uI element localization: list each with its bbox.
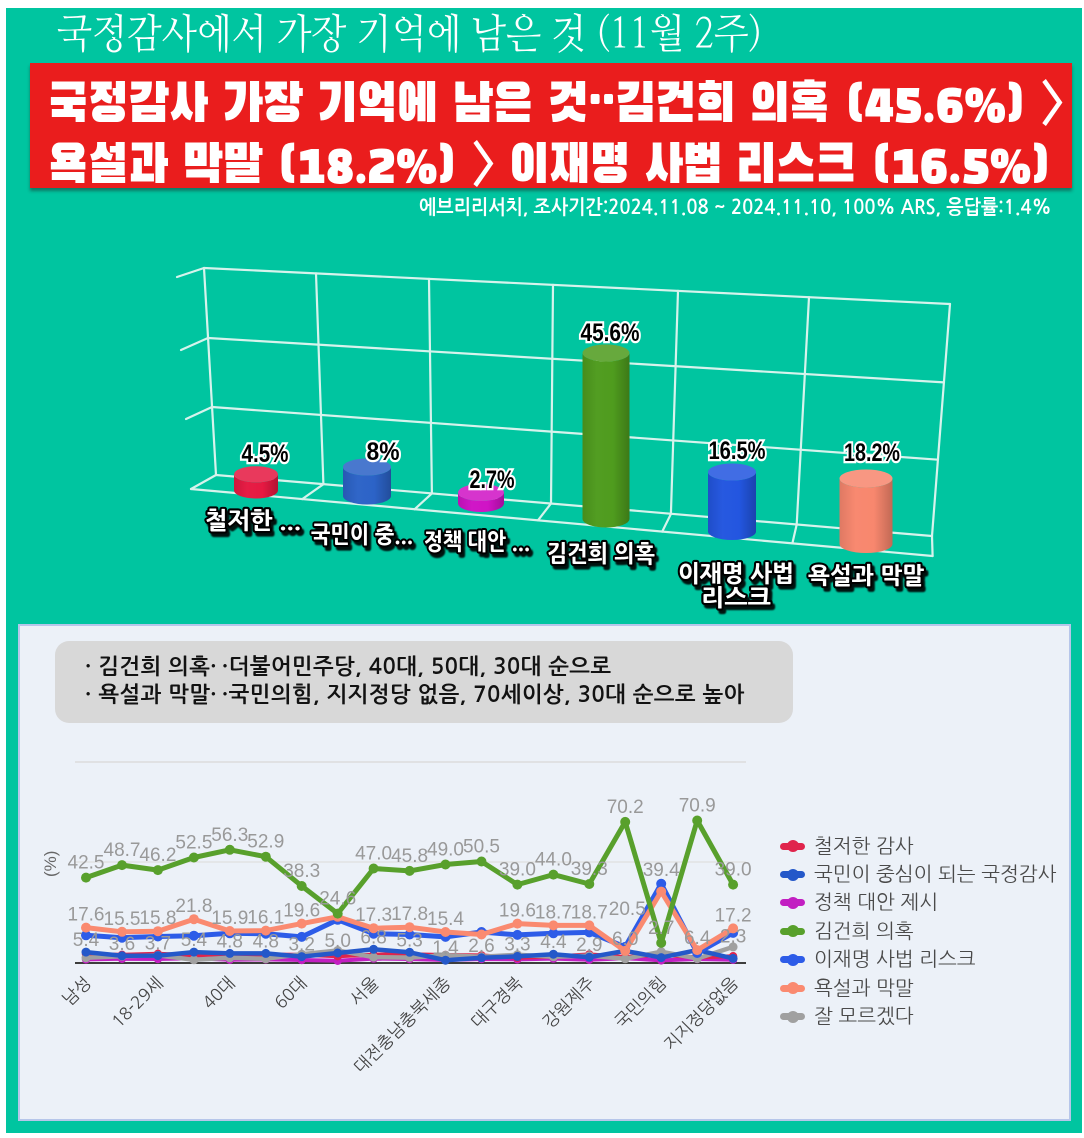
svg-text:21.8: 21.8 [175, 896, 212, 917]
svg-text:3.7: 3.7 [145, 934, 171, 955]
svg-text:20.5: 20.5 [609, 899, 646, 920]
svg-text:5.3: 5.3 [396, 930, 422, 951]
svg-text:19.6: 19.6 [283, 901, 320, 922]
svg-text:39.0: 39.0 [499, 860, 536, 881]
svg-text:39.4: 39.4 [643, 860, 680, 881]
svg-text:4.5%: 4.5% [242, 440, 289, 468]
svg-text:52.5: 52.5 [175, 833, 212, 854]
svg-text:3.2: 3.2 [288, 935, 314, 956]
svg-text:70.9: 70.9 [679, 796, 716, 817]
svg-text:2.7%: 2.7% [470, 466, 515, 494]
svg-text:대구경북: 대구경북 [468, 973, 526, 1031]
svg-text:52.9: 52.9 [247, 832, 284, 853]
svg-text:18.7: 18.7 [571, 902, 608, 923]
svg-text:15.4: 15.4 [427, 909, 464, 930]
svg-text:2.6: 2.6 [468, 936, 494, 957]
svg-text:지지정당없음: 지지정당없음 [661, 973, 742, 1054]
svg-text:국민이 중...: 국민이 중... [311, 522, 413, 547]
svg-text:17.3: 17.3 [355, 905, 392, 926]
svg-text:남성: 남성 [59, 973, 94, 1008]
svg-text:3.3: 3.3 [504, 934, 530, 955]
svg-text:욕설과 막말: 욕설과 막말 [808, 563, 925, 588]
svg-text:6.8: 6.8 [360, 927, 386, 948]
svg-text:38.3: 38.3 [283, 861, 320, 882]
svg-text:46.2: 46.2 [139, 845, 176, 866]
svg-text:70.2: 70.2 [607, 797, 644, 818]
svg-text:15.5: 15.5 [104, 909, 141, 930]
svg-text:15.8: 15.8 [139, 908, 176, 929]
svg-text:24.6: 24.6 [319, 889, 356, 910]
svg-text:철저한 ...: 철저한 ... [205, 508, 301, 533]
svg-text:2.7: 2.7 [648, 918, 674, 939]
svg-text:49.0: 49.0 [427, 840, 464, 861]
svg-text:5.4: 5.4 [73, 930, 100, 951]
svg-text:4.4: 4.4 [540, 932, 567, 953]
svg-text:2.3: 2.3 [720, 926, 746, 947]
svg-text:4.8: 4.8 [253, 931, 279, 952]
svg-text:2.9: 2.9 [576, 935, 602, 956]
svg-text:이재명 사법: 이재명 사법 [678, 561, 794, 586]
svg-text:16.5%: 16.5% [709, 437, 766, 465]
svg-text:강원제주: 강원제주 [539, 973, 597, 1031]
svg-text:18.2%: 18.2% [844, 439, 900, 467]
svg-text:3.6: 3.6 [109, 934, 135, 955]
svg-text:리스크: 리스크 [701, 585, 772, 610]
svg-text:45.6%: 45.6% [581, 319, 640, 347]
svg-text:17.2: 17.2 [715, 905, 752, 926]
svg-text:15.9: 15.9 [211, 908, 248, 929]
svg-text:44.0: 44.0 [535, 850, 572, 871]
svg-text:17.6: 17.6 [68, 905, 105, 926]
svg-text:16.1: 16.1 [247, 908, 284, 929]
svg-text:5.0: 5.0 [324, 931, 350, 952]
svg-text:서울: 서울 [347, 974, 382, 1009]
svg-text:45.8: 45.8 [391, 846, 428, 867]
svg-text:5.4: 5.4 [181, 930, 208, 951]
svg-text:국민의힘: 국민의힘 [611, 973, 669, 1031]
svg-text:39.3: 39.3 [571, 859, 608, 880]
svg-text:42.5: 42.5 [68, 853, 105, 874]
svg-text:김건희 의혹: 김건희 의혹 [547, 541, 656, 566]
svg-text:50.5: 50.5 [463, 837, 500, 858]
svg-text:18-29세: 18-29세 [108, 973, 166, 1031]
svg-text:8%: 8% [367, 438, 400, 466]
svg-text:40대: 40대 [199, 973, 238, 1012]
svg-text:4.8: 4.8 [217, 931, 243, 952]
svg-text:(%): (%) [41, 851, 60, 877]
svg-text:6.4: 6.4 [684, 928, 711, 949]
svg-text:18.7: 18.7 [535, 902, 572, 923]
svg-text:17.8: 17.8 [391, 904, 428, 925]
svg-text:6.0: 6.0 [612, 929, 638, 950]
svg-text:정책 대안 ...: 정책 대안 ... [424, 529, 530, 554]
svg-text:19.6: 19.6 [499, 901, 536, 922]
svg-text:39.0: 39.0 [715, 860, 752, 881]
svg-text:1.4: 1.4 [432, 938, 459, 959]
svg-text:47.0: 47.0 [355, 844, 392, 865]
svg-text:60대: 60대 [271, 973, 310, 1012]
svg-text:48.7: 48.7 [104, 840, 141, 861]
svg-text:56.3: 56.3 [211, 825, 248, 846]
